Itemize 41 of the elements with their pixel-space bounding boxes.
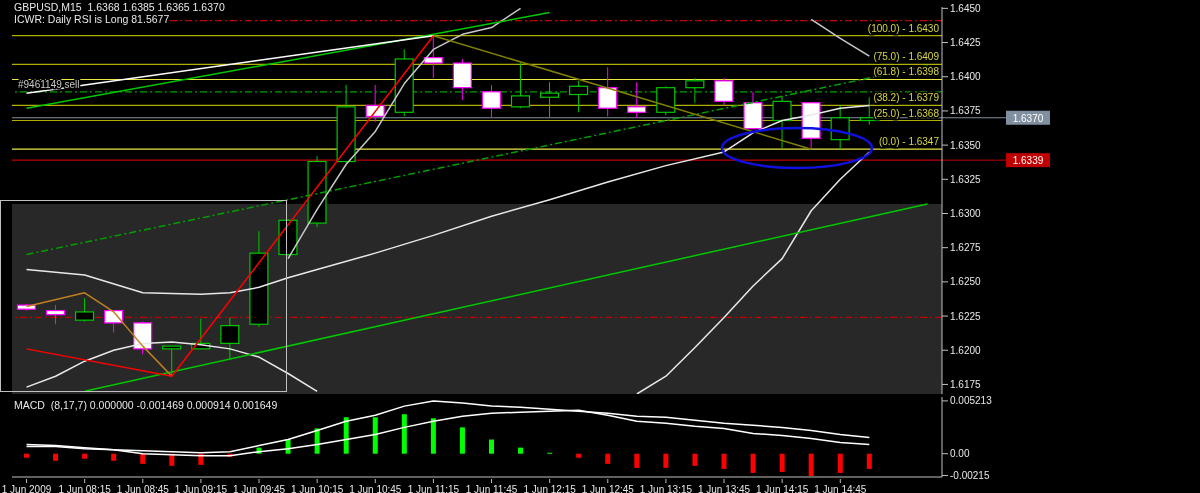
chart-title: GBPUSD,M15 1.6368 1.6385 1.6365 1.6370 [14, 1, 225, 13]
y-tick-label: 1.6300 [950, 208, 982, 220]
annotation: (38.2) - 1.6379 [873, 92, 940, 104]
chart-title: MACD (8,17,7) 0.000000 -0.001469 0.000914 0.001649 [14, 399, 278, 411]
y-tick-label: 0.00 [950, 448, 970, 460]
annotation: (25.0) - 1.6368 [873, 107, 940, 119]
y-tick-label: 1.6400 [950, 71, 982, 83]
x-tick-label: 1 Jun 12:45 [581, 484, 635, 493]
x-tick-label: 1 Jun 13:15 [639, 484, 693, 493]
y-tick-label: 1.6250 [950, 276, 982, 288]
annotation: ICWR: Daily RSI is Long 81.5677 [14, 13, 170, 25]
annotation: (0.0) - 1.6347 [878, 136, 940, 148]
x-tick-label: 1 Jun 2009 [1, 484, 52, 493]
x-tick-label: 1 Jun 09:15 [174, 484, 228, 493]
annotation: (100.0) - 1.6430 [867, 22, 940, 34]
ref-line-label: 1.6339 [1012, 155, 1044, 167]
x-tick-label: 1 Jun 09:45 [232, 484, 286, 493]
y-tick-label: 1.6275 [950, 242, 982, 254]
x-tick-label: 1 Jun 11:15 [407, 484, 460, 493]
y-tick-label: 0.005213 [950, 395, 993, 407]
y-tick-label: 1.6225 [950, 310, 982, 322]
y-tick-label: -0.00215 [950, 470, 990, 482]
x-tick-label: 1 Jun 13:45 [697, 484, 751, 493]
y-tick-label: 1.6325 [950, 173, 982, 185]
x-tick-label: 1 Jun 08:45 [116, 484, 170, 493]
annotation: (61.8) - 1.6398 [873, 66, 940, 78]
y-tick-label: 1.6200 [950, 344, 982, 356]
x-tick-label: 1 Jun 10:45 [349, 484, 402, 493]
x-tick-label: 1 Jun 14:15 [756, 484, 809, 493]
y-tick-label: 1.6350 [950, 139, 982, 151]
annotation: (75.0) - 1.6409 [873, 51, 940, 63]
x-tick-label: 1 Jun 08:15 [58, 484, 112, 493]
y-tick-label: 1.6375 [950, 105, 982, 117]
x-tick-label: 1 Jun 10:15 [291, 484, 344, 493]
x-tick-label: 1 Jun 11:45 [465, 484, 518, 493]
x-tick-label: 1 Jun 14:45 [814, 484, 867, 493]
ref-line-label: 1.6370 [1012, 112, 1044, 124]
y-tick-label: 1.6425 [950, 37, 982, 49]
y-tick-label: 1.6175 [950, 378, 982, 390]
y-tick-label: 1.6450 [950, 2, 982, 14]
x-tick-label: 1 Jun 12:15 [523, 484, 577, 493]
